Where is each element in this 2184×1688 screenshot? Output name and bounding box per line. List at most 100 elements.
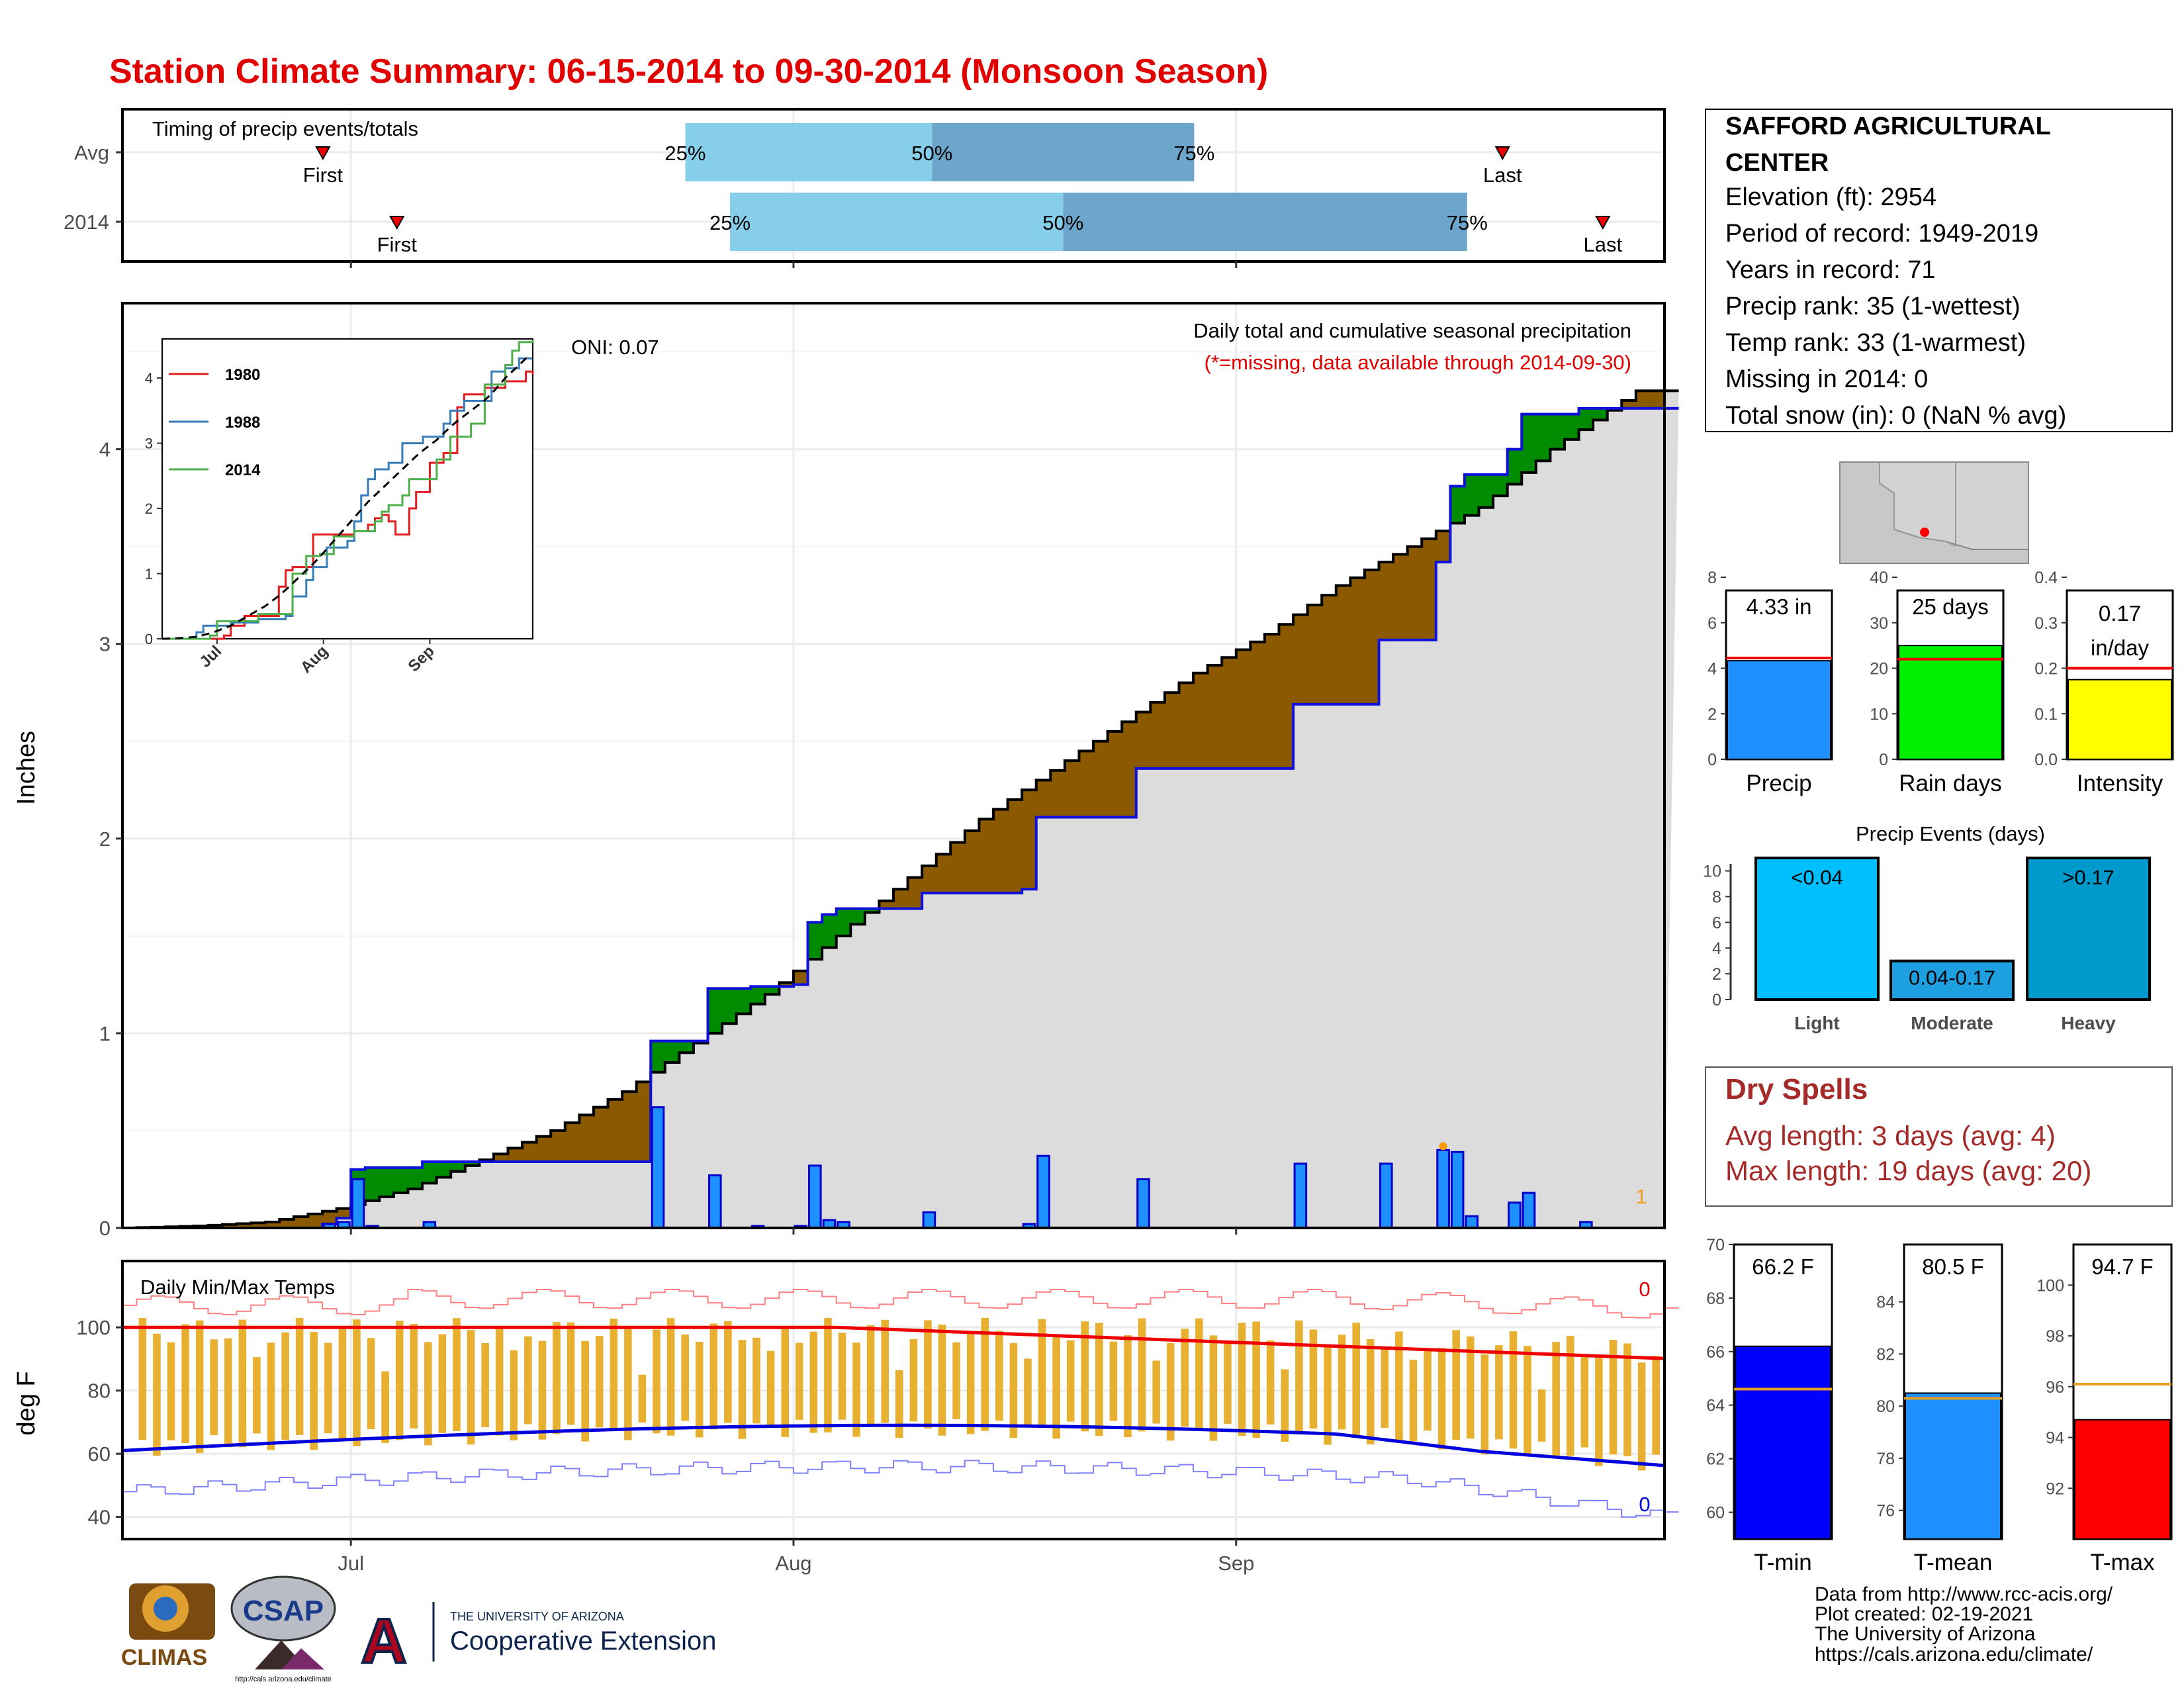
daily-temp-bar bbox=[724, 1321, 732, 1423]
ua-department: Cooperative Extension bbox=[450, 1626, 716, 1656]
daily-temp-bar bbox=[581, 1340, 589, 1442]
temp-summary-value: 66.2 F bbox=[1752, 1254, 1814, 1279]
y-tick-label: 6 bbox=[1712, 914, 1721, 932]
y-tick-label: 60 bbox=[1706, 1504, 1725, 1523]
daily-temp-bar bbox=[1595, 1358, 1603, 1466]
credit-line: https://cals.arizona.edu/climate/ bbox=[1815, 1644, 2093, 1665]
cumulative-difference-fill bbox=[679, 1041, 694, 1053]
daily-temp-bar bbox=[1437, 1348, 1446, 1450]
timing-quartile-bar-low bbox=[685, 123, 933, 181]
daily-temp-bar bbox=[167, 1342, 175, 1440]
y-tick-label: 10 bbox=[1703, 863, 1721, 881]
daily-temp-bar bbox=[1609, 1340, 1617, 1455]
inset-legend-label: 1988 bbox=[225, 414, 260, 432]
daily-temp-bar bbox=[1052, 1336, 1060, 1439]
temp-summary-value: 80.5 F bbox=[1922, 1254, 1984, 1279]
temp-summary-bar bbox=[1735, 1345, 1831, 1540]
daily-temp-bar bbox=[238, 1319, 247, 1448]
cumulative-difference-fill bbox=[1164, 692, 1179, 769]
y-tick-label: 0.4 bbox=[2034, 569, 2058, 587]
event-bar bbox=[1754, 857, 1880, 1001]
cumulative-difference-fill bbox=[1522, 414, 1537, 473]
timing-marker-label: Last bbox=[1483, 164, 1522, 187]
cumulative-difference-fill bbox=[1493, 474, 1508, 496]
daily-temp-bar bbox=[1195, 1318, 1203, 1430]
daily-temp-bar bbox=[653, 1329, 660, 1434]
timing-quartile-bar-low bbox=[730, 193, 1064, 251]
summary-value-unit: in/day bbox=[2091, 635, 2150, 660]
daily-temp-bar bbox=[524, 1336, 532, 1425]
cumulative-difference-fill bbox=[1036, 780, 1051, 818]
summary-bar bbox=[1898, 645, 2003, 760]
cumulative-difference-fill bbox=[365, 1167, 380, 1201]
summary-bars: 0 2 4 6 8 4.33 in Precip 0 10 20 30 40 25 days Rain d… bbox=[1707, 569, 2174, 796]
y-tick-label: 4 bbox=[1707, 660, 1717, 679]
cumulative-difference-fill bbox=[1279, 624, 1294, 769]
avg-max-line bbox=[122, 1325, 1665, 1360]
precip-events-chart: <0.04 Light 0.04-0.17 Moderate >0.17 Heavy 0 2 4… bbox=[1703, 857, 2165, 1033]
cumulative-difference-fill bbox=[1150, 702, 1165, 769]
y-tick-label: 2 bbox=[99, 827, 111, 851]
y-tick-label: 2 bbox=[1712, 965, 1721, 984]
cumulative-difference-fill bbox=[1107, 731, 1122, 818]
cumulative-difference-fill bbox=[336, 1208, 351, 1219]
daily-temp-bar bbox=[1252, 1321, 1260, 1438]
events-title: Precip Events (days) bbox=[1856, 822, 2045, 845]
y-tick-label: 80 bbox=[88, 1380, 111, 1403]
y-tick-label: 2 bbox=[1707, 705, 1717, 724]
timing-quartile-bar-high bbox=[1063, 193, 1467, 251]
event-bar bbox=[1889, 959, 2015, 1001]
daily-temp-bar bbox=[1452, 1330, 1460, 1440]
daily-temp-bar bbox=[766, 1350, 775, 1428]
y-tick-label: 76 bbox=[1876, 1502, 1895, 1521]
daily-temp-bar bbox=[181, 1324, 189, 1444]
daily-temp-bar bbox=[353, 1319, 361, 1446]
credit-line: The University of Arizona bbox=[1815, 1623, 2036, 1645]
cumulative-difference-fill bbox=[1264, 633, 1279, 769]
daily-precip-bar bbox=[1465, 1215, 1479, 1229]
cumulative-difference-fill bbox=[764, 986, 780, 995]
cumulative-difference-fill bbox=[1422, 538, 1437, 640]
cumulative-difference-fill bbox=[1293, 614, 1308, 704]
csap-logo[interactable]: CSAP http://cals.arizona.edu/climate bbox=[230, 1575, 336, 1683]
daily-temp-bar bbox=[952, 1342, 960, 1419]
record-max-line bbox=[122, 1288, 1679, 1319]
y-tick-label: 80 bbox=[1876, 1397, 1895, 1416]
daily-precip-bar bbox=[1508, 1201, 1522, 1229]
cumulative-difference-fill bbox=[579, 1115, 594, 1162]
cumulative-difference-fill bbox=[807, 922, 823, 960]
daily-temp-bar bbox=[1124, 1335, 1132, 1438]
cumulative-difference-fill bbox=[1364, 569, 1380, 704]
cumulative-difference-fill bbox=[293, 1216, 308, 1228]
cumulative-difference-fill bbox=[1236, 649, 1251, 769]
cumulative-2014-line bbox=[122, 406, 1679, 1229]
timing-marker-icon bbox=[1494, 146, 1511, 161]
y-tick-label: 92 bbox=[2046, 1479, 2064, 1498]
daily-temp-bar bbox=[595, 1336, 604, 1428]
cumulative-difference-fill bbox=[1450, 486, 1465, 524]
climas-logo[interactable]: CLIMAS bbox=[121, 1583, 215, 1670]
daily-precip-bar bbox=[351, 1178, 365, 1229]
timing-pct-label: 25% bbox=[709, 211, 751, 234]
daily-temp-bar bbox=[424, 1342, 432, 1446]
cumulative-difference-fill bbox=[565, 1123, 580, 1162]
y-tick-label: 0.3 bbox=[2034, 614, 2058, 633]
daily-temp-bar bbox=[1238, 1323, 1246, 1436]
cumulative-difference-fill bbox=[522, 1142, 537, 1162]
precip-ylabel: Inches bbox=[13, 731, 40, 805]
daily-temp-bar bbox=[367, 1338, 375, 1429]
cumulative-difference-fill bbox=[451, 1162, 466, 1172]
cumulative-difference-fill bbox=[651, 1041, 666, 1072]
cumulative-difference-fill bbox=[1635, 391, 1651, 408]
y-tick-label: 3 bbox=[99, 633, 111, 656]
university-logo[interactable]: A THE UNIVERSITY OF ARIZONA Cooperative … bbox=[359, 1602, 716, 1678]
cumulative-difference-fill bbox=[1379, 562, 1394, 640]
temp-summary-label: T-max bbox=[2090, 1550, 2155, 1575]
month-label: Sep bbox=[1218, 1552, 1254, 1575]
record-min-line bbox=[122, 1460, 1679, 1518]
y-tick-label: 4 bbox=[99, 438, 111, 461]
daily-temp-bar bbox=[1381, 1348, 1389, 1428]
timing-row-label: 2014 bbox=[64, 211, 109, 234]
y-tick-label: 0.2 bbox=[2034, 660, 2058, 679]
